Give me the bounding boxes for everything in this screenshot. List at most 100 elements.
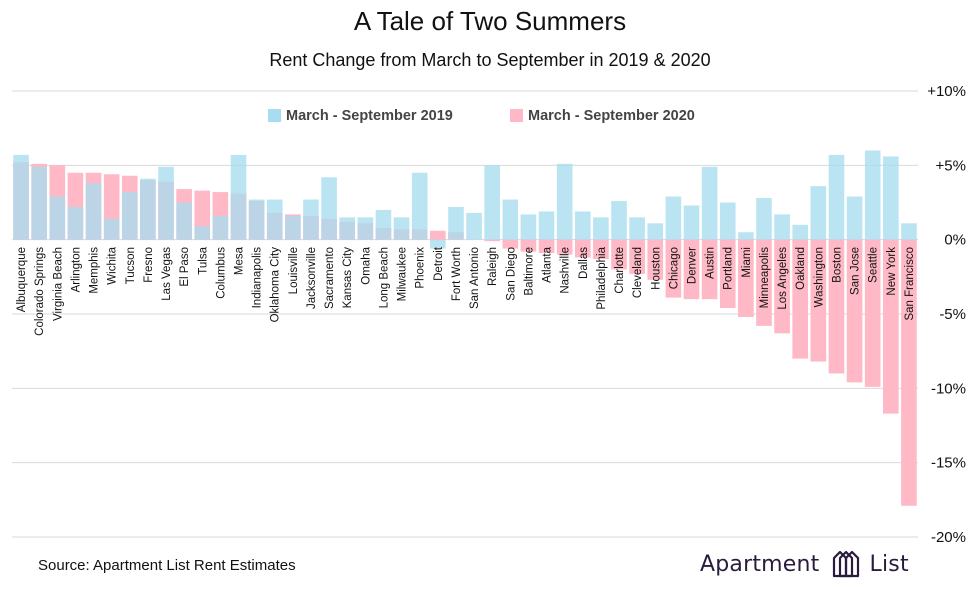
bar-2020: [502, 239, 519, 249]
bar-2019: [683, 205, 700, 240]
brand-logo: Apartment List: [700, 546, 909, 582]
x-category-label: Minneapolis: [759, 247, 771, 309]
legend-swatch-2019: [268, 109, 281, 122]
bar-2019: [756, 198, 772, 240]
x-category-label: Arlington: [70, 247, 82, 292]
x-category-label: Las Vegas: [161, 247, 173, 301]
x-category-label: Atlanta: [542, 246, 554, 282]
x-category-label: Milwaukee: [397, 247, 409, 301]
x-category-label: Cleveland: [632, 247, 644, 298]
source-note: Source: Apartment List Rent Estimates: [38, 557, 296, 574]
bar-2019: [393, 217, 410, 240]
bar-2019: [321, 177, 337, 240]
x-category-label: Denver: [687, 247, 699, 284]
bar-2019: [158, 166, 174, 240]
x-category-label: Sacramento: [324, 247, 336, 309]
x-category-label: Jacksonville: [306, 247, 318, 309]
legend-label-2019: March - September 2019: [286, 108, 453, 124]
bar-2019: [13, 154, 29, 240]
bar-2019: [31, 166, 47, 240]
apartment-list-logo-icon: [832, 550, 859, 578]
bar-2020: [810, 239, 827, 362]
x-category-label: Washington: [813, 247, 825, 307]
bar-2020: [738, 239, 754, 317]
bar-2019: [719, 202, 736, 240]
bar-2019: [810, 186, 827, 240]
x-category-label: Boston: [831, 247, 843, 283]
bar-2019: [701, 166, 718, 240]
x-category-label: Fresno: [143, 247, 155, 283]
bar-2020: [864, 239, 881, 387]
bar-2019: [774, 214, 790, 240]
x-category-label: Colorado Springs: [34, 247, 46, 336]
x-category-label: Tucson: [125, 247, 137, 284]
x-axis-category-labels: Albuquerque Colorado Springs Virginia Beac…: [16, 246, 916, 336]
x-category-label: Dallas: [578, 247, 590, 279]
x-category-label: San Diego: [505, 247, 517, 301]
x-category-label: Columbus: [215, 247, 227, 299]
x-category-label: San Jose: [850, 247, 862, 295]
bar-2019: [883, 156, 899, 240]
bar-2020: [701, 239, 718, 300]
x-category-label: Oakland: [795, 247, 807, 290]
bar-2019: [103, 218, 120, 240]
bar-2019: [828, 154, 845, 240]
x-category-label: Philadelphia: [596, 246, 608, 309]
bar-2019: [339, 217, 356, 240]
x-category-label: El Paso: [179, 247, 191, 287]
x-category-label: Los Angeles: [777, 247, 789, 310]
bar-2020: [846, 239, 863, 383]
x-category-label: Nashville: [560, 247, 572, 294]
x-category-label: Oklahoma City: [270, 247, 282, 323]
bar-2020: [430, 230, 446, 240]
bar-2019: [67, 206, 84, 240]
x-category-label: Memphis: [89, 247, 101, 294]
bar-2020: [828, 239, 845, 374]
bar-2019: [846, 196, 863, 240]
bar-2019: [285, 215, 301, 240]
x-category-label: Fort Worth: [451, 247, 463, 301]
bar-2019: [520, 214, 537, 240]
bar-2019: [647, 223, 664, 240]
bar-2019: [357, 217, 374, 240]
bar-2020: [647, 239, 664, 280]
x-category-label: Wichita: [107, 246, 119, 284]
bar-2019: [411, 172, 428, 240]
x-category-label: San Francisco: [904, 247, 916, 321]
bar-2019: [864, 150, 881, 240]
x-category-label: Detroit: [433, 246, 445, 281]
bar-2019: [375, 209, 392, 240]
x-category-label: Phoenix: [415, 247, 427, 289]
x-category-label: Long Beach: [378, 247, 390, 308]
bar-2020: [520, 239, 537, 252]
x-category-label: San Antonio: [469, 247, 481, 309]
x-category-label: Tulsa: [197, 246, 209, 274]
bar-2019: [266, 199, 283, 240]
bar-2019: [502, 199, 519, 240]
bar-2019: [665, 196, 682, 240]
bar-2019: [230, 154, 247, 240]
bar-2019: [629, 217, 645, 240]
bar-2019: [448, 206, 464, 240]
x-category-label: Baltimore: [523, 247, 535, 296]
y-tick-label: 0%: [944, 232, 966, 249]
bar-2020: [629, 239, 645, 274]
brand-word-apartment: Apartment: [700, 551, 820, 577]
bar-2020: [883, 239, 899, 414]
x-category-label: Kansas City: [342, 247, 354, 309]
bar-2020: [484, 239, 500, 242]
bar-2020: [593, 239, 609, 259]
y-axis-tick-labels: +10% +5% 0% -5% -10% -15% -20%: [927, 83, 966, 546]
x-category-label: Charlotte: [614, 247, 626, 294]
bar-2019: [901, 223, 917, 240]
bar-2019: [538, 211, 555, 240]
bar-2019: [85, 183, 102, 240]
x-category-label: Virginia Beach: [52, 247, 64, 321]
bar-2020: [611, 239, 627, 270]
bar-2020: [792, 239, 809, 359]
bar-2019: [248, 199, 265, 240]
bar-2019: [430, 239, 446, 249]
y-tick-label: -20%: [931, 529, 966, 546]
x-category-label: Indianapolis: [252, 247, 264, 309]
chart-title: A Tale of Two Summers: [354, 6, 626, 36]
